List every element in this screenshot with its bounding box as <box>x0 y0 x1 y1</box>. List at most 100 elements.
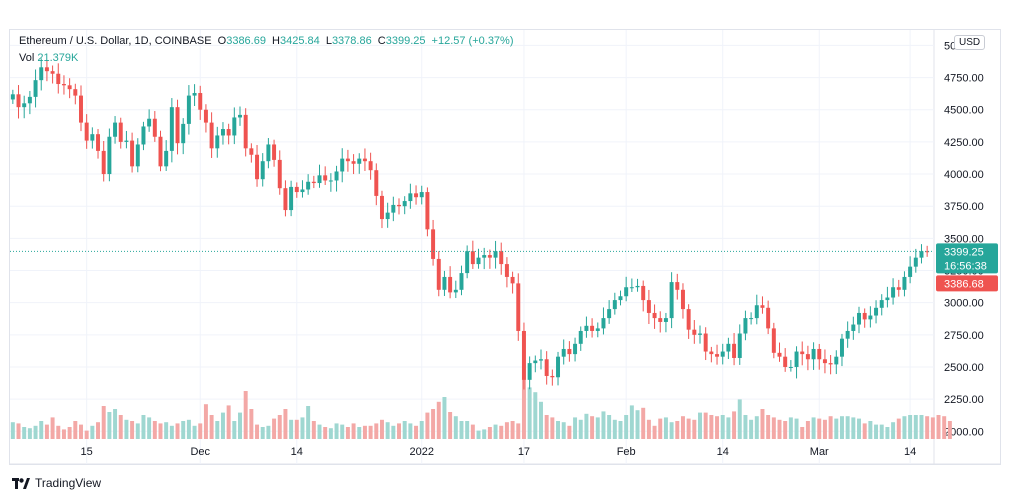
volume-bar <box>334 423 339 439</box>
symbol-title: Ethereum / U.S. Dollar, 1D, COINBASE <box>19 35 212 47</box>
y-tick-label: 3500.00 <box>944 233 984 245</box>
volume-bar <box>930 417 935 439</box>
candle-body <box>56 73 61 85</box>
candle-body <box>516 283 521 331</box>
candle <box>391 196 396 222</box>
volume-bar <box>56 425 61 439</box>
candle <box>754 294 759 325</box>
candle <box>289 180 294 217</box>
candle-body <box>533 360 538 364</box>
volume-bar <box>84 430 89 439</box>
candle <box>152 111 157 142</box>
y-tick-label: 4250.00 <box>944 137 984 149</box>
candle <box>487 249 492 269</box>
candle <box>169 98 174 163</box>
candle <box>868 306 873 328</box>
volume-bar <box>419 421 424 439</box>
change-value: +12.57 (+0.37%) <box>431 35 514 47</box>
last-price-label: 3399.25 <box>944 246 984 258</box>
candle-body <box>238 114 242 118</box>
volume-bar <box>33 425 38 439</box>
volume-bar <box>249 409 254 439</box>
currency-button[interactable]: USD <box>954 35 986 50</box>
candle <box>590 318 595 338</box>
candle <box>465 245 470 279</box>
volume-bar <box>794 418 799 439</box>
volume-bar <box>220 412 225 439</box>
candle-body <box>362 158 367 162</box>
candle-body <box>658 318 663 322</box>
candle <box>652 304 657 329</box>
volume-bar <box>289 419 294 439</box>
candle-body <box>800 351 805 355</box>
candle <box>397 198 401 215</box>
candle-body <box>720 351 725 357</box>
candle-body <box>243 114 248 149</box>
candle-body <box>482 255 487 258</box>
volume-bar <box>533 392 538 439</box>
countdown-label: 16:56:38 <box>944 260 987 272</box>
candle <box>141 121 146 151</box>
candle <box>362 148 367 171</box>
candle-body <box>675 282 680 290</box>
x-tick-label: 14 <box>904 446 916 458</box>
volume-bar <box>130 421 135 439</box>
candle <box>635 278 640 292</box>
y-tick-label: 4000.00 <box>944 169 984 181</box>
candle-body <box>862 312 867 320</box>
candle-body <box>101 150 106 175</box>
candle <box>709 346 714 363</box>
volume-bar <box>879 424 884 439</box>
high-label: H <box>272 35 280 47</box>
volume-bar <box>698 412 702 439</box>
candle <box>345 149 350 172</box>
volume-bar <box>255 424 260 439</box>
candle <box>834 350 839 375</box>
candle-body <box>203 109 208 123</box>
volume-bar <box>476 430 481 439</box>
candle-body <box>192 93 197 96</box>
y-tick-label: 3750.00 <box>944 201 984 213</box>
volume-bar <box>175 423 180 439</box>
candle-body <box>311 181 316 184</box>
candle-body <box>73 89 78 96</box>
candle-body <box>255 154 260 180</box>
candle-body <box>595 328 600 331</box>
candle-body <box>839 338 844 357</box>
volume-bar <box>902 416 907 439</box>
volume-bar <box>470 424 475 439</box>
volume-bar <box>885 427 890 439</box>
candle-body <box>845 330 850 339</box>
tradingview-logo[interactable]: TradingView <box>12 476 101 490</box>
candle <box>27 90 32 115</box>
candle <box>567 341 572 362</box>
candle <box>544 351 549 385</box>
volume-bar <box>822 419 827 439</box>
y-tick-label: 2250.00 <box>944 394 984 406</box>
candle-body <box>402 201 407 207</box>
candle <box>822 349 827 374</box>
candle <box>698 325 702 344</box>
volume-bar <box>402 421 407 439</box>
candle <box>891 278 896 305</box>
candle-body <box>499 251 504 265</box>
volume-bar <box>573 417 578 439</box>
volume-bar <box>805 421 810 439</box>
volume-bar <box>493 424 498 439</box>
candle-body <box>300 189 305 193</box>
candle <box>788 360 793 372</box>
candle-body <box>476 257 481 265</box>
volume-bar <box>306 406 311 439</box>
candle <box>50 65 55 84</box>
candle <box>913 248 918 273</box>
candle <box>629 278 634 292</box>
volume-bar <box>169 425 174 439</box>
volume-bar <box>504 422 509 439</box>
volume-label: Vol <box>19 52 35 64</box>
candle-body <box>209 122 214 149</box>
volume-bar <box>379 419 384 439</box>
candle <box>624 276 629 302</box>
candle <box>260 153 265 187</box>
candle <box>130 132 135 173</box>
